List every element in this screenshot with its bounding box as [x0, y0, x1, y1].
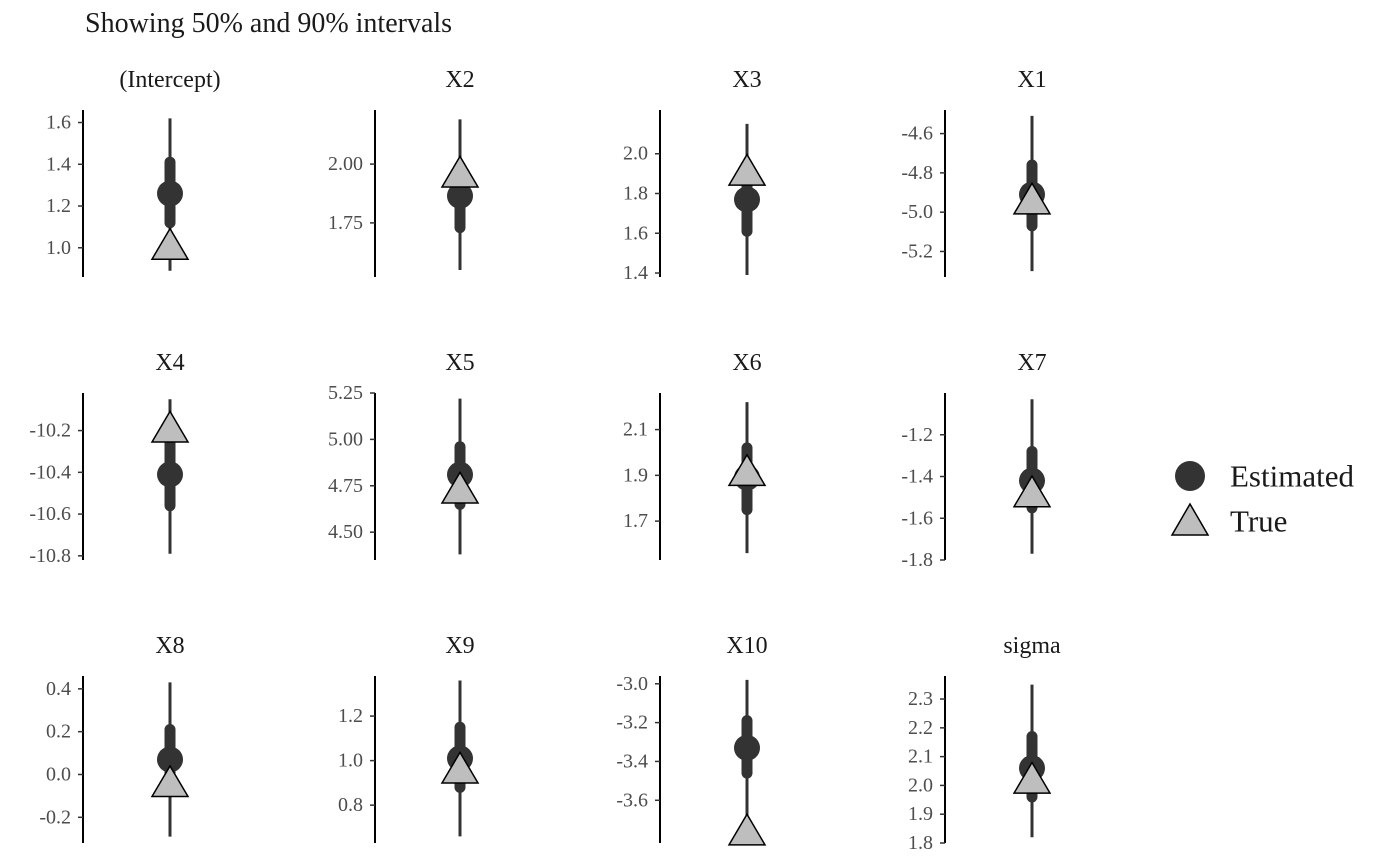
panel-1: (Intercept) 1.6 1.4 1.2 1.0	[46, 67, 221, 277]
panel-12: sigma 2.3 2.2 2.1 2.0 1.9 1.8	[908, 633, 1061, 854]
y-tick-label: 1.4	[623, 262, 648, 284]
panel-3: X3 2.0 1.8 1.6 1.4	[623, 67, 767, 284]
y-tick-label: 1.8	[908, 832, 933, 854]
y-tick-label: 1.2	[338, 705, 363, 727]
y-tick-label: 1.2	[46, 195, 71, 217]
y-tick-label: 4.50	[328, 521, 363, 543]
panel-title: X5	[445, 350, 474, 376]
panel-title: X9	[445, 633, 474, 659]
estimate-point	[734, 186, 760, 213]
y-tick-label: 4.75	[328, 475, 363, 497]
panel-2: X2 2.00 1.75	[328, 67, 480, 277]
panel-title: X3	[732, 67, 761, 93]
y-tick-label: 1.4	[46, 153, 71, 175]
estimate-point	[734, 734, 760, 761]
estimate-point	[157, 180, 183, 207]
panel-10: X9 1.2 1.0 0.8	[338, 633, 480, 843]
legend-label: True	[1230, 504, 1287, 539]
panel-title: X10	[726, 633, 767, 659]
y-tick-label: 5.00	[328, 428, 363, 450]
panel-title: X2	[445, 67, 474, 93]
y-tick-label: 1.0	[338, 750, 363, 772]
y-tick-label: 0.2	[46, 721, 71, 743]
legend-triangle-icon	[1170, 502, 1210, 536]
y-tick-label: 1.8	[623, 183, 648, 205]
panel-6: X5 5.25 5.00 4.75 4.50	[328, 350, 480, 560]
y-tick-label: -3.0	[616, 673, 648, 695]
y-tick-label: -3.4	[616, 750, 648, 772]
y-tick-label: 5.25	[328, 382, 363, 404]
y-tick-label: 1.9	[623, 464, 648, 486]
y-tick-label: -5.0	[901, 201, 933, 223]
panel-5: X4 -10.2 -10.4 -10.6 -10.8	[29, 350, 190, 567]
chart-subtitle: Showing 50% and 90% intervals	[85, 8, 453, 39]
y-tick-label: -10.4	[29, 461, 71, 483]
true-value-point	[727, 453, 767, 487]
y-tick-label: -3.2	[616, 712, 648, 734]
legend: Estimated True	[1170, 459, 1354, 539]
y-tick-label: 1.0	[46, 237, 71, 259]
y-tick-label: 0.4	[46, 678, 71, 700]
estimate-point	[157, 461, 183, 488]
y-tick-label: -1.4	[901, 466, 933, 488]
y-tick-label: -1.6	[901, 507, 933, 529]
y-tick-label: 1.7	[623, 510, 648, 532]
panel-11: X10 -3.0 -3.2 -3.4 -3.6	[616, 633, 768, 846]
legend-circle-icon	[1175, 461, 1205, 491]
true-value-point	[440, 470, 480, 504]
y-tick-label: 2.3	[908, 688, 933, 710]
y-tick-label: -1.8	[901, 549, 933, 571]
panel-title: (Intercept)	[119, 67, 220, 93]
y-tick-label: 2.0	[908, 774, 933, 796]
panel-9: X8 0.4 0.2 0.0 -0.2	[39, 633, 190, 843]
y-tick-label: -10.8	[29, 545, 71, 567]
panel-title: X7	[1017, 350, 1046, 376]
y-tick-label: 2.00	[328, 153, 363, 175]
y-tick-label: -0.2	[39, 806, 71, 828]
y-tick-label: 1.9	[908, 803, 933, 825]
panel-title: X8	[155, 633, 184, 659]
legend-label: Estimated	[1230, 459, 1354, 494]
y-tick-label: -10.2	[29, 420, 71, 442]
y-tick-label: 2.0	[623, 143, 648, 165]
true-value-point	[150, 764, 190, 798]
y-tick-label: 0.8	[338, 794, 363, 816]
true-value-point	[727, 812, 767, 846]
y-tick-label: 1.6	[623, 222, 648, 244]
panel-4: X1 -4.6 -4.8 -5.0 -5.2	[901, 67, 1052, 277]
y-tick-label: 1.75	[328, 212, 363, 234]
y-tick-label: 0.0	[46, 763, 71, 785]
y-tick-label: 2.2	[908, 717, 933, 739]
panel-title: X6	[732, 350, 761, 376]
panel-7: X6 2.1 1.9 1.7	[623, 350, 767, 560]
true-value-point	[1012, 181, 1052, 215]
y-tick-label: -4.8	[901, 162, 933, 184]
y-tick-label: 2.1	[908, 746, 933, 768]
panel-title: X4	[155, 350, 184, 376]
y-tick-label: -3.6	[616, 789, 648, 811]
estimate-point	[157, 746, 183, 773]
panel-8: X7 -1.2 -1.4 -1.6 -1.8	[901, 350, 1052, 571]
true-value-point	[440, 154, 480, 188]
y-tick-label: -1.2	[901, 424, 933, 446]
true-value-point	[150, 227, 190, 260]
y-tick-label: 1.6	[46, 112, 71, 134]
y-tick-label: -5.2	[901, 240, 933, 262]
y-tick-label: 2.1	[623, 419, 648, 441]
true-value-point	[440, 750, 480, 784]
estimate-point	[447, 182, 473, 209]
true-value-point	[1012, 474, 1052, 508]
panel-title: sigma	[1003, 633, 1061, 659]
y-tick-label: -10.6	[29, 503, 71, 525]
true-value-point	[727, 153, 767, 186]
y-tick-label: -4.6	[901, 123, 933, 145]
true-value-point	[1012, 761, 1052, 794]
true-value-point	[150, 409, 190, 443]
panel-title: X1	[1017, 67, 1046, 93]
